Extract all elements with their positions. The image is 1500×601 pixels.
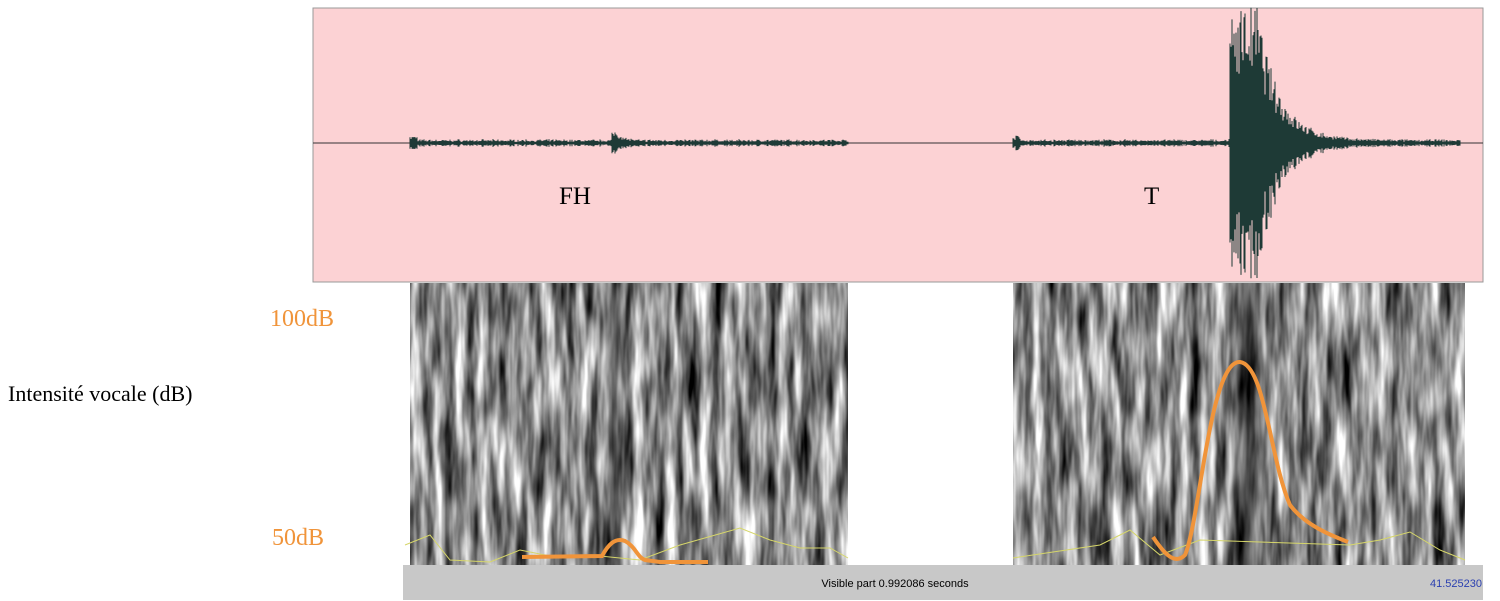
time-value[interactable]: 41.525230	[1430, 578, 1482, 590]
intensity-curve	[1151, 359, 1349, 561]
spectrogram	[404, 283, 1466, 565]
db-label: 50dB	[272, 525, 324, 551]
pitch-trace	[1012, 529, 1466, 561]
axis-label: Intensité vocale (dB)	[8, 381, 193, 406]
segment-label: FH	[559, 183, 591, 210]
visible-part: Visible part 0.992086 seconds	[821, 578, 969, 590]
segment-label: T	[1144, 183, 1159, 210]
spectral-band	[600, 283, 630, 565]
waveform	[409, 7, 1461, 279]
status-bar	[403, 565, 1483, 600]
db-label: 100dB	[270, 306, 334, 332]
intensity-curve	[521, 538, 708, 564]
pitch-trace	[404, 527, 849, 563]
spectral-band	[1225, 283, 1270, 565]
